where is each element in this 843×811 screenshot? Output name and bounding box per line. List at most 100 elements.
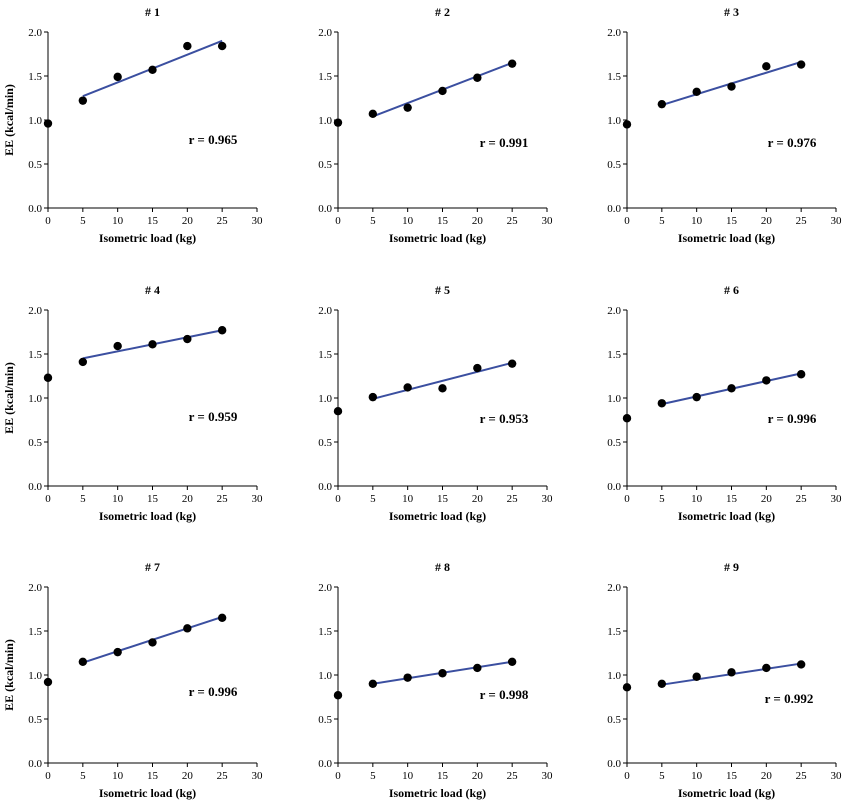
x-tick-label: 5 xyxy=(659,215,665,227)
y-tick-label: 1.5 xyxy=(607,349,621,361)
y-tick-label: 1.5 xyxy=(318,349,332,361)
data-point xyxy=(78,357,88,367)
data-point xyxy=(368,109,378,119)
data-point xyxy=(727,384,736,393)
x-tick-label: 10 xyxy=(112,215,124,227)
x-tick-label: 15 xyxy=(147,770,159,782)
y-tick-label: 0.0 xyxy=(28,758,42,770)
panel-title: # 7 xyxy=(145,560,160,574)
x-axis-label: Isometric load (kg) xyxy=(99,786,196,800)
y-tick-label: 1.5 xyxy=(28,349,42,361)
x-tick-label: 0 xyxy=(45,493,51,505)
panel-5: # 5 0 5 10 15 20 25 30 0.0 0.5 1.0 1.5 2.0 Isometric … xyxy=(318,283,553,523)
x-tick-label: 25 xyxy=(217,493,229,505)
x-tick-label: 30 xyxy=(252,215,264,227)
x-tick-label: 10 xyxy=(402,215,414,227)
y-tick-label: 0.5 xyxy=(28,437,42,449)
x-tick-label: 15 xyxy=(437,770,449,782)
y-tick-label: 0.5 xyxy=(607,714,621,726)
y-tick-label: 1.0 xyxy=(607,393,621,405)
regression-line xyxy=(372,361,513,400)
y-tick-label: 2.0 xyxy=(607,305,621,317)
data-point xyxy=(622,120,632,129)
data-point xyxy=(796,60,806,69)
data-point xyxy=(507,657,517,666)
data-point xyxy=(43,373,53,382)
correlation-label: r = 0.996 xyxy=(768,411,817,426)
data-point xyxy=(727,82,736,91)
x-tick-label: 5 xyxy=(80,215,86,227)
data-point xyxy=(762,376,771,385)
x-tick-label: 25 xyxy=(796,493,808,505)
data-point xyxy=(183,41,192,51)
x-axis-label: Isometric load (kg) xyxy=(678,786,775,800)
x-tick-label: 10 xyxy=(691,493,703,505)
x-tick-label: 30 xyxy=(252,493,264,505)
panel-title: # 3 xyxy=(724,5,739,19)
x-tick-label: 5 xyxy=(370,770,376,782)
x-tick-label: 15 xyxy=(726,215,738,227)
correlation-label: r = 0.992 xyxy=(765,691,814,706)
y-tick-label: 0.5 xyxy=(318,437,332,449)
data-point xyxy=(368,392,378,402)
panel-6: # 6 0 5 10 15 20 25 30 0.0 0.5 1.0 1.5 2.0 Isometric … xyxy=(607,283,842,523)
x-tick-label: 0 xyxy=(335,493,341,505)
panel-title: # 1 xyxy=(145,5,160,19)
correlation-label: r = 0.965 xyxy=(189,132,238,147)
data-point xyxy=(438,86,447,96)
x-axis-label: Isometric load (kg) xyxy=(678,231,775,245)
data-point xyxy=(762,663,771,673)
y-tick-label: 1.5 xyxy=(607,626,621,638)
y-tick-label: 2.0 xyxy=(28,305,42,317)
y-tick-label: 0.0 xyxy=(607,203,621,215)
data-point xyxy=(622,683,632,692)
data-point xyxy=(473,73,482,82)
x-tick-label: 20 xyxy=(761,215,773,227)
y-tick-label: 0.0 xyxy=(318,481,332,493)
x-tick-label: 10 xyxy=(691,770,703,782)
data-point xyxy=(403,383,412,392)
x-tick-label: 5 xyxy=(80,493,86,505)
x-tick-label: 20 xyxy=(472,215,484,227)
y-tick-label: 1.0 xyxy=(607,115,621,127)
y-tick-label: 0.0 xyxy=(318,203,332,215)
y-tick-label: 2.0 xyxy=(607,582,621,594)
x-axis-label: Isometric load (kg) xyxy=(99,509,196,523)
panel-title: # 6 xyxy=(724,283,739,297)
x-tick-label: 20 xyxy=(472,493,484,505)
y-tick-label: 0.5 xyxy=(318,159,332,171)
data-point xyxy=(622,414,632,423)
data-point xyxy=(796,660,806,669)
x-tick-label: 0 xyxy=(624,493,630,505)
data-point xyxy=(113,647,122,657)
data-point xyxy=(657,399,667,408)
y-tick-label: 0.5 xyxy=(28,714,42,726)
x-tick-label: 0 xyxy=(335,215,341,227)
y-tick-label: 1.0 xyxy=(607,670,621,682)
data-point xyxy=(217,613,227,622)
data-point xyxy=(148,638,157,647)
y-tick-label: 0.0 xyxy=(28,481,42,493)
panel-title: # 9 xyxy=(724,560,739,574)
data-point xyxy=(217,326,227,335)
y-tick-label: 0.5 xyxy=(607,437,621,449)
y-tick-label: 0.5 xyxy=(28,159,42,171)
data-point xyxy=(657,99,667,109)
x-tick-label: 15 xyxy=(437,215,449,227)
data-point xyxy=(727,668,736,677)
panel-1: # 1 0 5 10 15 20 25 30 0.0 0.5 1.0 1.5 2.0 Isometric … xyxy=(2,5,263,245)
x-tick-label: 25 xyxy=(507,493,519,505)
correlation-label: r = 0.991 xyxy=(480,135,529,150)
panel-title: # 8 xyxy=(435,560,450,574)
x-tick-label: 0 xyxy=(45,215,51,227)
panel-title: # 2 xyxy=(435,5,450,19)
x-tick-label: 15 xyxy=(147,215,159,227)
x-tick-label: 0 xyxy=(624,215,630,227)
x-tick-label: 0 xyxy=(45,770,51,782)
panel-2: # 2 0 5 10 15 20 25 30 0.0 0.5 1.0 1.5 2.0 Isometric … xyxy=(318,5,553,245)
x-tick-label: 20 xyxy=(761,493,773,505)
data-point xyxy=(333,407,343,416)
y-tick-label: 0.5 xyxy=(607,159,621,171)
data-point xyxy=(368,679,378,688)
